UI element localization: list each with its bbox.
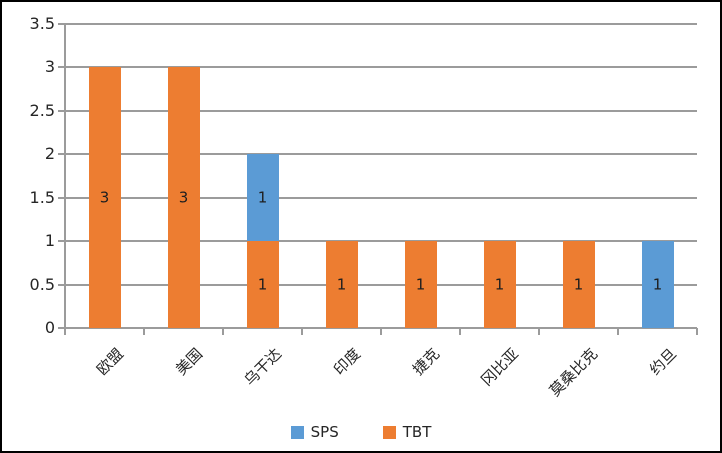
bar-segment-tbt-6 <box>562 241 595 328</box>
bar-data-label: 3 <box>99 188 110 207</box>
x-axis-tick <box>459 328 461 335</box>
gridline-y1.5 <box>65 196 697 199</box>
legend-swatch-icon <box>290 426 304 439</box>
x-axis-category-label: 欧盟 <box>92 344 127 379</box>
y-axis-tick <box>58 109 65 112</box>
y-axis-tick <box>58 196 65 199</box>
y-axis-tick <box>58 153 65 156</box>
bar-segment-tbt-2 <box>246 241 279 328</box>
legend-label: TBT <box>402 423 432 441</box>
y-axis-tick-label: 2.5 <box>29 100 55 120</box>
bar-data-label: 1 <box>257 275 268 294</box>
bar-data-label: 1 <box>257 188 268 207</box>
x-axis-tick <box>222 328 224 335</box>
x-axis-category-label: 捷克 <box>408 344 443 379</box>
x-axis-category-label: 莫桑比克 <box>545 344 601 400</box>
gridline-y2.5 <box>65 109 697 112</box>
y-axis-tick <box>58 23 65 25</box>
x-axis-tick <box>64 328 66 335</box>
x-axis-tick <box>301 328 303 335</box>
bar-data-label: 1 <box>652 275 663 294</box>
x-axis-category-label: 美国 <box>171 344 206 379</box>
x-axis-tick <box>696 328 698 335</box>
y-axis-tick-label: 1 <box>44 231 55 251</box>
y-axis-tick-label: 3.5 <box>29 14 55 33</box>
x-axis-category-label: 印度 <box>329 344 364 379</box>
y-axis-line <box>64 24 66 328</box>
y-axis-tick-label: 0 <box>44 318 55 337</box>
bar-segment-sps-7 <box>641 241 674 328</box>
y-axis-tick-label: 3 <box>44 57 55 77</box>
gridline-y3.5 <box>65 23 697 25</box>
x-axis-tick <box>538 328 540 335</box>
x-axis-tick <box>380 328 382 335</box>
bar-data-label: 1 <box>494 275 505 294</box>
bar-segment-tbt-5 <box>483 241 516 328</box>
bar-segment-sps-2 <box>246 154 279 242</box>
gridline-y1 <box>65 240 697 243</box>
bar-data-label: 3 <box>178 188 189 207</box>
x-axis-tick <box>617 328 619 335</box>
gridline-y0.5 <box>65 283 697 286</box>
y-axis-tick-label: 2 <box>44 144 55 164</box>
x-axis-category-label: 乌干达 <box>239 344 285 390</box>
legend-item-sps: SPS <box>290 423 339 441</box>
bar-segment-tbt-0 <box>88 67 121 328</box>
legend-swatch-icon <box>382 426 396 439</box>
x-axis-category-label: 约旦 <box>645 344 680 379</box>
bar-data-label: 1 <box>415 275 426 294</box>
y-axis-tick-label: 0.5 <box>29 274 55 294</box>
bar-segment-tbt-1 <box>167 67 200 328</box>
y-axis-tick <box>58 283 65 286</box>
chart-legend: SPS TBT <box>2 425 720 440</box>
y-axis-tick <box>58 66 65 69</box>
x-axis-tick <box>143 328 145 335</box>
y-axis-tick-label: 1.5 <box>29 187 55 207</box>
legend-item-tbt: TBT <box>382 423 432 441</box>
y-axis-tick <box>58 327 65 329</box>
gridline-y3 <box>65 66 697 69</box>
y-axis-tick <box>58 240 65 243</box>
bar-data-label: 1 <box>336 275 347 294</box>
bar-data-label: 1 <box>573 275 584 294</box>
bar-segment-tbt-3 <box>325 241 358 328</box>
legend-label: SPS <box>310 423 339 441</box>
bar-segment-tbt-4 <box>404 241 437 328</box>
x-axis-category-label: 冈比亚 <box>476 344 522 390</box>
gridline-y2 <box>65 153 697 156</box>
